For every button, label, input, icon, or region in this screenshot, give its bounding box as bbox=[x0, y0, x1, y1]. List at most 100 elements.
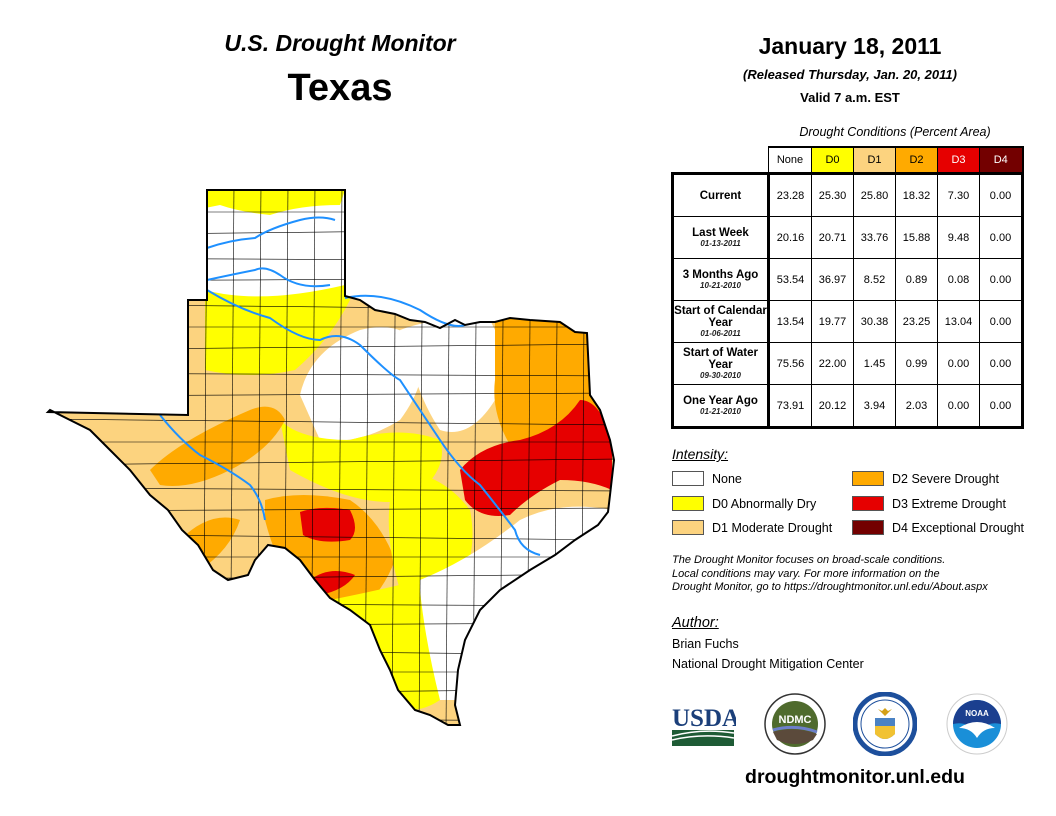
cell-d3: 7.30 bbox=[937, 172, 980, 217]
river-red-prairie-dog bbox=[206, 267, 331, 288]
cell-none: 13.54 bbox=[768, 300, 812, 343]
row-label-text: Last Week bbox=[692, 226, 749, 239]
cell-d2: 15.88 bbox=[895, 216, 938, 259]
cell-d4: 0.00 bbox=[979, 216, 1024, 259]
legend-label: D0 Abnormally Dry bbox=[712, 496, 817, 511]
legend-item: D2 Severe Drought bbox=[852, 471, 999, 486]
author-name: Brian Fuchs bbox=[672, 637, 739, 651]
row-label: One Year Ago 01-21-2010 bbox=[671, 384, 770, 429]
cell-d1: 33.76 bbox=[853, 216, 896, 259]
table-row: Start of Calendar Year 01-06-2011 13.54 19.… bbox=[671, 300, 1024, 343]
cell-d2: 0.89 bbox=[895, 258, 938, 301]
row-date: 01-06-2011 bbox=[700, 328, 741, 338]
row-date: 09-30-2010 bbox=[700, 370, 741, 380]
legend-item: D4 Exceptional Drought bbox=[852, 520, 1024, 535]
ndmc-logo-text: NDMC bbox=[779, 714, 812, 726]
river-red bbox=[344, 294, 466, 327]
river-brazos bbox=[206, 289, 541, 556]
county-line bbox=[48, 688, 614, 696]
region-title: Texas bbox=[287, 67, 393, 109]
legend-label: D3 Extreme Drought bbox=[892, 496, 1006, 511]
cell-d0: 19.77 bbox=[811, 300, 854, 343]
drought-area-d2-west bbox=[150, 406, 285, 486]
col-header-d3: D3 bbox=[937, 146, 980, 174]
cell-d4: 0.00 bbox=[979, 342, 1024, 385]
cell-d4: 0.00 bbox=[979, 172, 1024, 217]
commerce-logo bbox=[853, 692, 917, 756]
row-label: Start of Calendar Year 01-06-2011 bbox=[671, 300, 770, 343]
cell-d4: 0.00 bbox=[979, 258, 1024, 301]
legend-item: D0 Abnormally Dry bbox=[672, 496, 816, 511]
col-header-d1: D1 bbox=[853, 146, 896, 174]
cell-d0: 22.00 bbox=[811, 342, 854, 385]
cell-d2: 18.32 bbox=[895, 172, 938, 217]
row-label: Last Week 01-13-2011 bbox=[671, 216, 770, 259]
release-date: (Released Thursday, Jan. 20, 2011) bbox=[743, 67, 957, 82]
texas-outline bbox=[45, 189, 616, 726]
cell-none: 53.54 bbox=[768, 258, 812, 301]
cell-d1: 8.52 bbox=[853, 258, 896, 301]
cell-d3: 0.00 bbox=[937, 342, 980, 385]
legend-title: Intensity: bbox=[672, 446, 729, 462]
legend-swatch bbox=[672, 496, 704, 511]
texas-drought-map bbox=[45, 189, 616, 726]
cell-d3: 13.04 bbox=[937, 300, 980, 343]
cell-d1: 3.94 bbox=[853, 384, 896, 429]
cell-d3: 9.48 bbox=[937, 216, 980, 259]
table-row: Current 23.28 25.30 25.80 18.32 7.30 0.00 bbox=[671, 172, 1024, 217]
cell-none: 23.28 bbox=[768, 172, 812, 217]
row-label-text: Start of Calendar Year bbox=[674, 304, 767, 329]
table-caption: Drought Conditions (Percent Area) bbox=[799, 125, 991, 139]
drought-area-d0-south bbox=[330, 580, 440, 710]
cell-d1: 30.38 bbox=[853, 300, 896, 343]
row-label-text: 3 Months Ago bbox=[682, 268, 759, 281]
ndmc-logo: NDMC bbox=[764, 693, 826, 755]
table-row: One Year Ago 01-21-2010 73.91 20.12 3.94 2.03… bbox=[671, 384, 1024, 429]
cell-d0: 25.30 bbox=[811, 172, 854, 217]
legend-label: None bbox=[712, 471, 742, 486]
cell-d2: 23.25 bbox=[895, 300, 938, 343]
author-org: National Drought Mitigation Center bbox=[672, 657, 864, 671]
county-line bbox=[48, 648, 614, 656]
table-row: Start of Water Year 09-30-2010 75.56 22.00 1… bbox=[671, 342, 1024, 385]
col-header-d0: D0 bbox=[811, 146, 854, 174]
product-title: U.S. Drought Monitor bbox=[224, 30, 456, 56]
cell-none: 20.16 bbox=[768, 216, 812, 259]
cell-d3: 0.00 bbox=[937, 384, 980, 429]
row-label-text: One Year Ago bbox=[683, 394, 758, 407]
river-pecos bbox=[159, 414, 266, 521]
cell-d3: 0.08 bbox=[937, 258, 980, 301]
cell-d0: 36.97 bbox=[811, 258, 854, 301]
river-canadian bbox=[206, 216, 336, 249]
row-label-text: Current bbox=[699, 189, 742, 202]
drought-area-none-northcentral bbox=[300, 327, 423, 441]
cell-d0: 20.71 bbox=[811, 216, 854, 259]
cell-d4: 0.00 bbox=[979, 384, 1024, 429]
legend-swatch bbox=[852, 496, 884, 511]
website-url[interactable]: droughtmonitor.unl.edu bbox=[745, 766, 965, 788]
author-heading: Author: bbox=[672, 615, 719, 631]
noaa-logo: NOAA bbox=[946, 693, 1008, 755]
col-header-none: None bbox=[768, 146, 812, 174]
row-label-text: Start of Water Year bbox=[683, 346, 758, 371]
legend-swatch bbox=[852, 471, 884, 486]
row-date: 10-21-2010 bbox=[700, 280, 741, 290]
valid-time: Valid 7 a.m. EST bbox=[800, 90, 900, 105]
col-header-d2: D2 bbox=[895, 146, 938, 174]
map-date: January 18, 2011 bbox=[758, 33, 942, 59]
cell-none: 75.56 bbox=[768, 342, 812, 385]
legend-label: D2 Severe Drought bbox=[892, 471, 1000, 486]
cell-none: 73.91 bbox=[768, 384, 812, 429]
county-line bbox=[48, 418, 614, 426]
note-line: Drought Monitor, go to https://droughtmo… bbox=[672, 581, 988, 593]
county-line bbox=[48, 622, 614, 627]
cell-d1: 1.45 bbox=[853, 342, 896, 385]
county-line bbox=[48, 458, 614, 466]
table-row: 3 Months Ago 10-21-2010 53.54 36.97 8.52 0.89… bbox=[671, 258, 1024, 301]
usda-logo-text: USDA bbox=[672, 705, 736, 732]
cell-d4: 0.00 bbox=[979, 300, 1024, 343]
row-label: Start of Water Year 09-30-2010 bbox=[671, 342, 770, 385]
note-line: Local conditions may vary. For more info… bbox=[672, 567, 940, 580]
legend-item: None bbox=[672, 471, 742, 486]
table-header-row: None D0 D1 D2 D3 D4 bbox=[673, 146, 1024, 174]
